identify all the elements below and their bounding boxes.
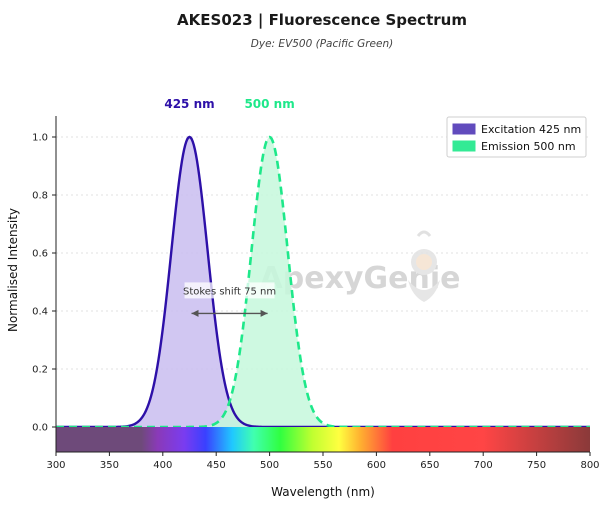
peak-label-1: 500 nm [244,97,294,111]
annotation-bg-0 [184,282,275,299]
peak-labels: 425 nm 500 nm [164,97,294,111]
legend-label-1: Emission 500 nm [481,140,576,153]
x-tick-label-2: 400 [153,460,172,471]
annotation-arrowhead-right-0 [260,309,268,317]
x-tick-label-6: 600 [367,460,386,471]
y-tick-label-3: 0.6 [32,249,48,260]
visible-spectrum-bar [56,427,590,452]
legend-box [446,116,587,158]
chart-title: AKES023 | Fluorescence Spectrum [177,11,467,30]
x-tick-label-4: 500 [260,460,279,471]
watermark: ApexyGenie [260,230,460,302]
legend: Excitation 425 nm Emission 500 nm [446,116,587,158]
y-tick-label-0: 0.0 [32,423,48,434]
y-tick-label-4: 0.8 [32,191,48,202]
x-axis-label: Wavelength (nm) [271,485,375,499]
genie-logo-icon [408,230,440,302]
annotation-arrowhead-left-0 [191,309,199,317]
legend-label-0: Excitation 425 nm [481,123,581,136]
x-tick-label-8: 700 [474,460,493,471]
x-tick-label-1: 350 [100,460,119,471]
chart-subtitle: Dye: EV500 (Pacific Green) [251,38,393,50]
x-tick-label-10: 800 [580,460,599,471]
x-tick-label-7: 650 [420,460,439,471]
x-tick-label-9: 750 [527,460,546,471]
series-area-0 [56,137,590,427]
y-tick-label-1: 0.2 [32,365,48,376]
x-tick-label-5: 550 [313,460,332,471]
x-axis-ticks: 300 350 400 450 500 550 600 650 700 750 800 [46,452,600,471]
y-tick-label-2: 0.4 [32,307,48,318]
y-axis-label: Normalised Intensity [6,208,20,332]
x-tick-label-0: 300 [46,460,65,471]
annotation-layer: Stokes shift 75 nm [183,282,276,317]
annotation-text-0: Stokes shift 75 nm [183,286,276,297]
x-tick-label-3: 450 [207,460,226,471]
y-axis-ticks: 0.0 0.2 0.4 0.6 0.8 1.0 [32,133,56,434]
legend-swatch-0 [452,123,476,135]
y-tick-label-5: 1.0 [32,133,48,144]
peak-label-0: 425 nm [164,97,214,111]
legend-swatch-1 [452,140,476,152]
